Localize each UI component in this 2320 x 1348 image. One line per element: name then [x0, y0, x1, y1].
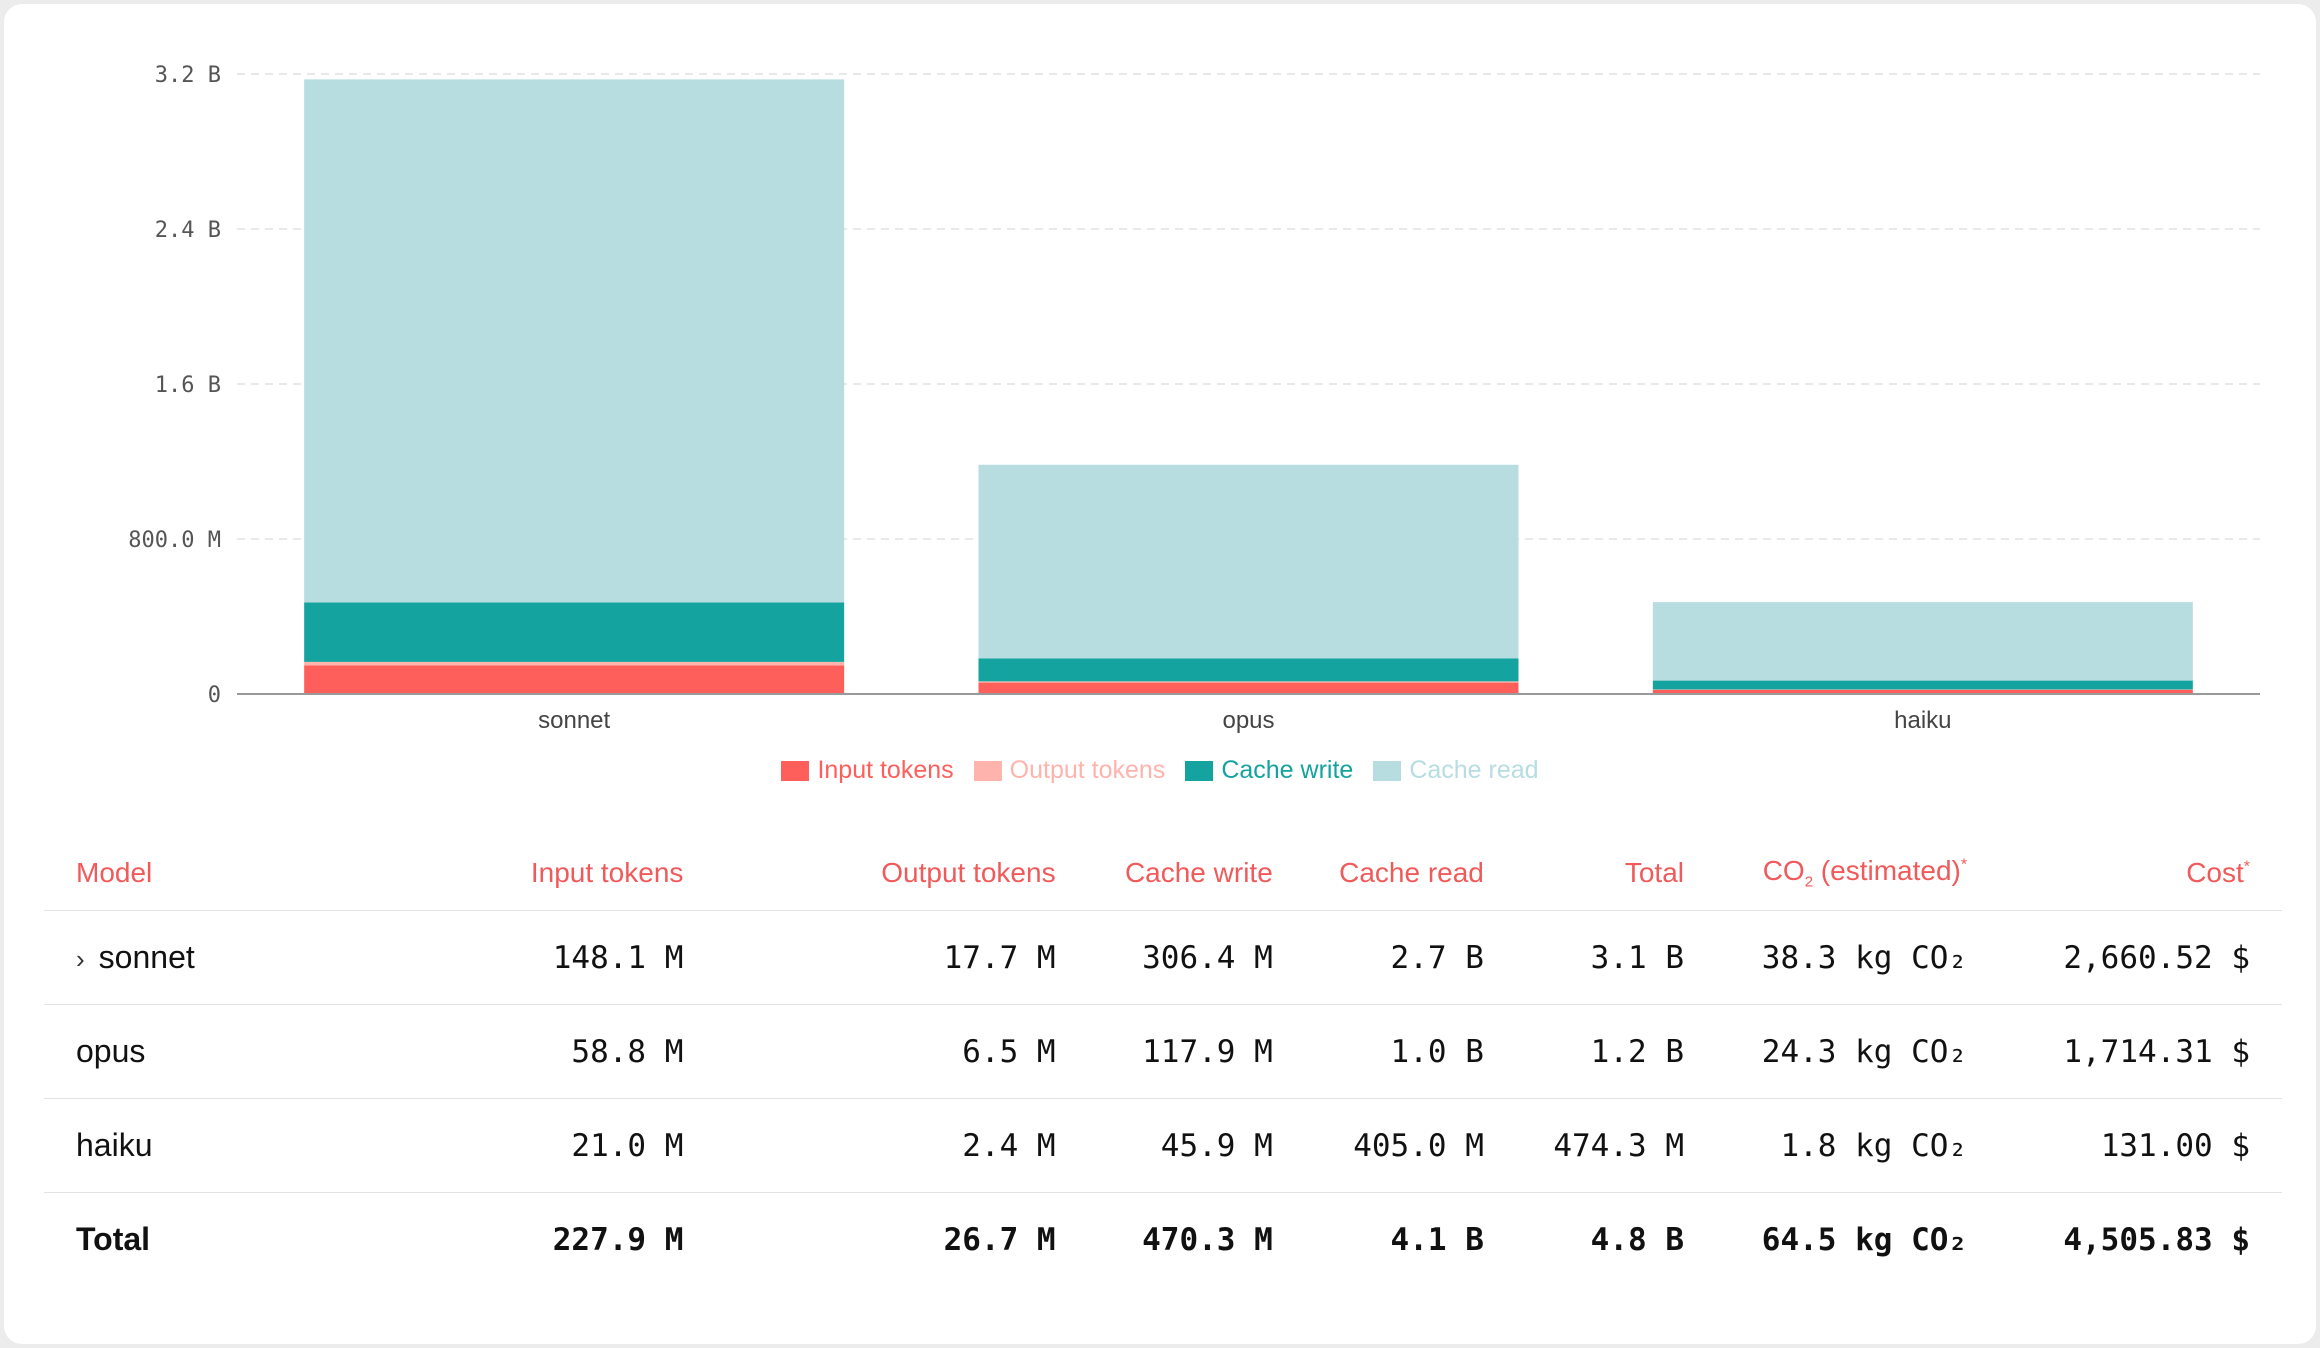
cost-asterisk: *: [2243, 858, 2250, 876]
chevron-right-icon[interactable]: ›: [76, 944, 85, 974]
cell-model[interactable]: › sonnet: [44, 910, 289, 1005]
cell-total: 4.8 B: [1590, 1221, 1684, 1258]
legend-item-cache-write[interactable]: Cache write: [1185, 756, 1353, 785]
header-cost[interactable]: Cost*: [1967, 854, 2282, 911]
x-tick-label: sonnet: [538, 707, 610, 734]
y-tick-label: 0: [208, 683, 221, 708]
cell-cache-read: 2.7 B: [1272, 910, 1484, 1005]
x-tick-label: haiku: [1894, 707, 1951, 734]
legend-item-output-tokens[interactable]: Output tokens: [973, 756, 1166, 785]
co2-asterisk: *: [1960, 856, 1968, 874]
cell-cost: 131.00 $: [1967, 1098, 2282, 1193]
bar-segment-opus-1[interactable]: [978, 681, 1519, 683]
bar-segment-haiku-2[interactable]: [1652, 680, 2193, 690]
header-input-tokens[interactable]: Input tokens: [288, 854, 684, 911]
header-co2[interactable]: CO2 (estimated)*: [1684, 854, 1968, 911]
legend-swatch: [973, 760, 1002, 781]
header-output-tokens[interactable]: Output tokens: [683, 854, 1056, 911]
cell-cost: 2,660.52 $: [1967, 910, 2282, 1005]
y-tick-label: 3.2 B: [155, 63, 221, 88]
co2-suffix: (estimated): [1813, 855, 1961, 887]
cell-cost: 1,714.31 $: [1967, 1004, 2282, 1099]
co2-subscript: 2: [1804, 873, 1814, 891]
cell-cost: 4,505.83 $: [2063, 1221, 2250, 1258]
cell-total: 1.2 B: [1483, 1004, 1684, 1099]
cell-model: haiku: [44, 1098, 289, 1193]
bar-segment-sonnet-3[interactable]: [304, 79, 845, 603]
cell-input: 148.1 M: [288, 910, 684, 1005]
cell-co2: 1.8 kg CO₂: [1684, 1098, 1968, 1193]
cell-output: 6.5 M: [683, 1004, 1056, 1099]
legend-label: Cache write: [1221, 756, 1354, 784]
chart-legend: Input tokens Output tokens Cache write C…: [4, 756, 2316, 785]
cell-output: 17.7 M: [683, 910, 1056, 1005]
header-model[interactable]: Model: [44, 854, 289, 911]
header-cache-read[interactable]: Cache read: [1272, 854, 1484, 911]
bar-segment-sonnet-1[interactable]: [304, 661, 845, 666]
table-header-row: Model Input tokens Output tokens Cache w…: [44, 854, 2282, 911]
table-row-haiku: haiku 21.0 M 2.4 M 45.9 M 405.0 M 474.3 …: [44, 1098, 2282, 1193]
legend-swatch: [1373, 760, 1402, 781]
cell-cache-read: 4.1 B: [1390, 1221, 1484, 1258]
cell-model: opus: [44, 1004, 289, 1099]
y-tick-label: 2.4 B: [155, 218, 221, 243]
cell-input: 58.8 M: [288, 1004, 684, 1099]
header-total[interactable]: Total: [1483, 854, 1684, 911]
header-cache-write[interactable]: Cache write: [1055, 854, 1273, 911]
y-tick-label: 800.0 M: [128, 528, 221, 553]
cell-co2: 38.3 kg CO₂: [1684, 910, 1968, 1005]
cell-cache-write: 45.9 M: [1055, 1098, 1273, 1193]
stacked-bar-chart: 0 800.0 M 1.6 B 2.4 B 3.2 B sonnet opus haiku: [128, 63, 2260, 734]
legend-swatch: [781, 760, 810, 781]
table-row-opus: opus 58.8 M 6.5 M 117.9 M 1.0 B 1.2 B 24…: [44, 1004, 2282, 1099]
bar-segment-haiku-0[interactable]: [1652, 689, 2193, 694]
cell-cache-read: 405.0 M: [1272, 1098, 1484, 1193]
cell-cache-write: 306.4 M: [1055, 910, 1273, 1005]
usage-table: Model Input tokens Output tokens Cache w…: [44, 854, 2282, 1286]
cell-input: 227.9 M: [552, 1221, 684, 1258]
legend-label: Cache read: [1409, 756, 1539, 784]
cell-output: 26.7 M: [943, 1221, 1056, 1258]
bar-segment-haiku-3[interactable]: [1652, 602, 2193, 681]
bar-segment-opus-3[interactable]: [978, 464, 1519, 659]
cell-co2: 24.3 kg CO₂: [1684, 1004, 1968, 1099]
cell-co2: 64.5 kg CO₂: [1761, 1221, 1968, 1258]
cell-cache-write: 117.9 M: [1055, 1004, 1273, 1099]
cell-total: 3.1 B: [1483, 910, 1684, 1005]
y-tick-label: 1.6 B: [155, 373, 221, 398]
bar-segment-sonnet-2[interactable]: [304, 602, 845, 662]
legend-label: Output tokens: [1009, 756, 1166, 784]
cell-model: Total: [76, 1221, 151, 1257]
cell-output: 2.4 M: [683, 1098, 1056, 1193]
cost-label: Cost: [2186, 857, 2244, 888]
cell-total: 474.3 M: [1483, 1098, 1684, 1193]
legend-item-input-tokens[interactable]: Input tokens: [781, 756, 954, 785]
x-tick-label: opus: [1222, 707, 1274, 734]
legend-label: Input tokens: [817, 756, 954, 784]
cell-cache-read: 1.0 B: [1272, 1004, 1484, 1099]
cell-cache-write: 470.3 M: [1142, 1221, 1273, 1258]
co2-label: CO: [1762, 855, 1805, 887]
bar-segment-sonnet-0[interactable]: [304, 665, 845, 694]
legend-item-cache-read[interactable]: Cache read: [1373, 756, 1539, 785]
legend-swatch: [1185, 760, 1214, 781]
model-name: sonnet: [98, 939, 195, 975]
table-total-row: Total 227.9 M 26.7 M 470.3 M 4.1 B 4.8 B…: [44, 1193, 2282, 1287]
bar-segment-opus-2[interactable]: [978, 658, 1519, 682]
cell-input: 21.0 M: [288, 1098, 684, 1193]
table-row-sonnet[interactable]: › sonnet 148.1 M 17.7 M 306.4 M 2.7 B 3.1…: [44, 910, 2282, 1005]
bar-segment-opus-0[interactable]: [978, 682, 1519, 694]
